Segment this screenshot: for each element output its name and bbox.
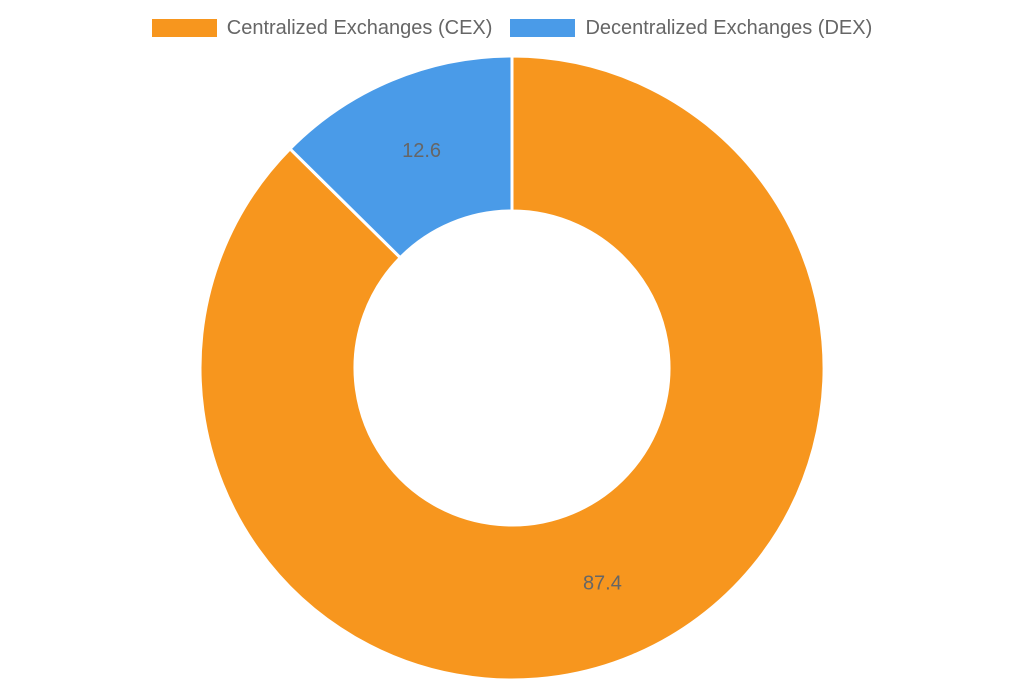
slice-dex[interactable] xyxy=(287,54,514,260)
legend-item-dex[interactable]: Decentralized Exchanges (DEX) xyxy=(510,17,872,40)
slice-label-dex: 12.6 xyxy=(402,140,441,162)
legend-label-dex: Decentralized Exchanges (DEX) xyxy=(585,16,873,39)
chart-legend: Centralized Exchanges (CEX) Decentralize… xyxy=(0,14,1024,42)
legend-item-cex[interactable]: Centralized Exchanges (CEX) xyxy=(151,16,493,40)
slice-cex[interactable] xyxy=(198,54,826,682)
legend-swatch-cex xyxy=(151,19,217,37)
legend-label-cex: Centralized Exchanges (CEX) xyxy=(226,16,493,39)
legend-swatch-dex xyxy=(510,19,576,37)
slice-label-cex: 87.4 xyxy=(583,573,622,595)
